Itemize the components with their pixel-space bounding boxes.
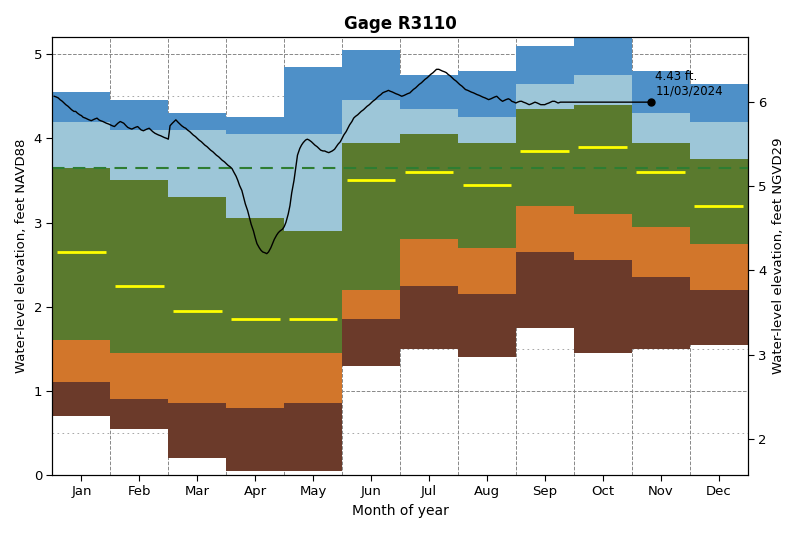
Bar <box>342 319 400 366</box>
Bar <box>632 113 690 142</box>
Bar <box>458 142 516 248</box>
Y-axis label: Water-level elevation, feet NGVD29: Water-level elevation, feet NGVD29 <box>772 138 785 374</box>
Bar <box>516 109 574 206</box>
Bar <box>284 231 342 353</box>
Bar <box>284 403 342 471</box>
Bar <box>690 84 747 122</box>
Bar <box>458 117 516 142</box>
Bar <box>284 67 342 134</box>
Bar <box>516 206 574 252</box>
Bar <box>574 104 632 214</box>
Text: 4.43 ft.
11/03/2024: 4.43 ft. 11/03/2024 <box>655 70 723 98</box>
Bar <box>53 168 110 341</box>
Bar <box>690 290 747 344</box>
Bar <box>574 75 632 104</box>
Bar <box>342 290 400 319</box>
Bar <box>168 403 226 458</box>
Bar <box>400 286 458 349</box>
Bar <box>168 353 226 403</box>
Bar <box>53 92 110 122</box>
Bar <box>690 244 747 290</box>
Bar <box>226 219 284 353</box>
Bar <box>226 134 284 219</box>
Bar <box>516 252 574 328</box>
Bar <box>284 353 342 403</box>
Bar <box>342 142 400 290</box>
Bar <box>632 142 690 227</box>
Bar <box>632 71 690 113</box>
Bar <box>53 122 110 168</box>
Bar <box>110 353 168 399</box>
Bar <box>400 109 458 134</box>
Bar <box>342 50 400 100</box>
Bar <box>400 239 458 286</box>
Bar <box>226 117 284 134</box>
Bar <box>574 261 632 353</box>
Bar <box>458 248 516 294</box>
Bar <box>284 134 342 231</box>
Bar <box>53 341 110 383</box>
Bar <box>632 277 690 349</box>
Bar <box>226 353 284 408</box>
Bar <box>516 46 574 84</box>
Bar <box>53 383 110 416</box>
Bar <box>110 399 168 429</box>
Bar <box>458 294 516 357</box>
Bar <box>168 113 226 130</box>
Bar <box>400 75 458 109</box>
Bar <box>458 71 516 117</box>
Bar <box>632 227 690 277</box>
Bar <box>690 159 747 244</box>
Bar <box>168 130 226 197</box>
Bar <box>110 100 168 130</box>
Bar <box>400 134 458 239</box>
Bar <box>574 33 632 75</box>
Y-axis label: Water-level elevation, feet NAVD88: Water-level elevation, feet NAVD88 <box>15 139 28 374</box>
Bar <box>110 130 168 181</box>
Bar <box>110 181 168 353</box>
Bar <box>342 100 400 142</box>
Bar <box>516 84 574 109</box>
Bar <box>690 122 747 159</box>
Title: Gage R3110: Gage R3110 <box>344 15 456 33</box>
Bar <box>226 408 284 471</box>
Bar <box>168 197 226 353</box>
X-axis label: Month of year: Month of year <box>351 504 449 518</box>
Bar <box>574 214 632 261</box>
